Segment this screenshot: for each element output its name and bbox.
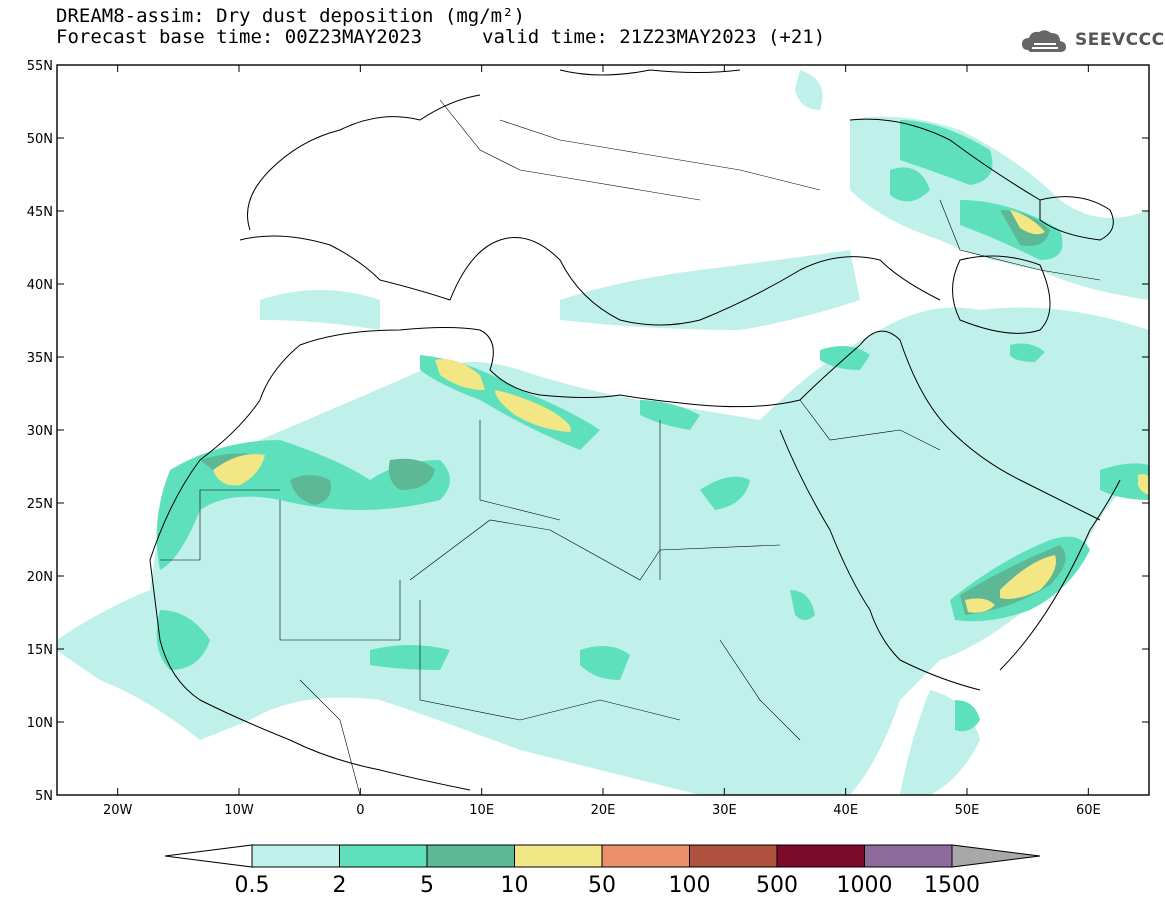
cloud-logo-icon <box>1022 30 1066 52</box>
lon-label: 60E <box>1076 803 1101 818</box>
colorbar-swatch <box>689 844 778 868</box>
colorbar-label: 5 <box>420 873 434 898</box>
lat-label: 25N <box>27 497 53 512</box>
colorbar-swatch <box>864 844 953 868</box>
deposition-fields <box>57 70 1149 795</box>
latitude-labels: 55N 50N 45N 40N 35N 30N 25N 20N 15N 10N 5N <box>27 59 53 804</box>
longitude-labels: 20W 10W 0 10E 20E 30E 40E 50E 60E <box>103 803 1101 818</box>
lon-label: 40E <box>833 803 858 818</box>
lon-label: 10W <box>224 803 254 818</box>
lat-label: 40N <box>27 278 53 293</box>
colorbar-swatch <box>776 844 865 868</box>
colorbar-label: 2 <box>333 873 347 898</box>
colorbar-label: 0.5 <box>235 873 270 898</box>
logo-text: SEEVCCC <box>1075 30 1165 50</box>
borders <box>160 99 1101 795</box>
lat-label: 10N <box>27 716 53 731</box>
colorbar-swatch <box>514 844 603 868</box>
colorbar-swatch <box>601 844 690 868</box>
axis-ticks <box>57 64 1149 796</box>
lon-label: 20W <box>103 803 133 818</box>
colorbar-label: 500 <box>756 873 798 898</box>
colorbar-label: 100 <box>669 873 711 898</box>
colorbar-label: 50 <box>588 873 616 898</box>
colorbar-over-triangle <box>951 844 1041 868</box>
valid-time: valid time: 21Z23MAY2023 (+21) <box>482 26 826 48</box>
lon-label: 0 <box>356 803 364 818</box>
lat-label: 55N <box>27 59 53 74</box>
lon-label: 20E <box>591 803 616 818</box>
lat-label: 15N <box>27 643 53 658</box>
lat-label: 30N <box>27 424 53 439</box>
colorbar <box>164 844 1041 868</box>
colorbar-swatch <box>251 844 340 868</box>
forecast-base-time: Forecast base time: 00Z23MAY2023 <box>56 26 423 48</box>
colorbar-label: 1000 <box>837 873 893 898</box>
lat-label: 45N <box>27 205 53 220</box>
colorbar-under-triangle <box>164 844 253 868</box>
map-title: DREAM8-assim: Dry dust deposition (mg/m²… <box>56 5 525 27</box>
colorbar-labels: 0.5 2 5 10 50 100 500 1000 1500 <box>235 873 981 898</box>
colorbar-label: 1500 <box>924 873 980 898</box>
lat-label: 50N <box>27 132 53 147</box>
lat-label: 20N <box>27 570 53 585</box>
colorbar-label: 10 <box>501 873 529 898</box>
coastlines <box>149 69 1121 791</box>
lat-label: 5N <box>35 789 53 804</box>
colorbar-swatch <box>426 844 515 868</box>
lon-label: 10E <box>469 803 494 818</box>
lon-label: 30E <box>712 803 737 818</box>
colorbar-swatch <box>339 844 428 868</box>
lon-label: 50E <box>955 803 980 818</box>
lat-label: 35N <box>27 351 53 366</box>
